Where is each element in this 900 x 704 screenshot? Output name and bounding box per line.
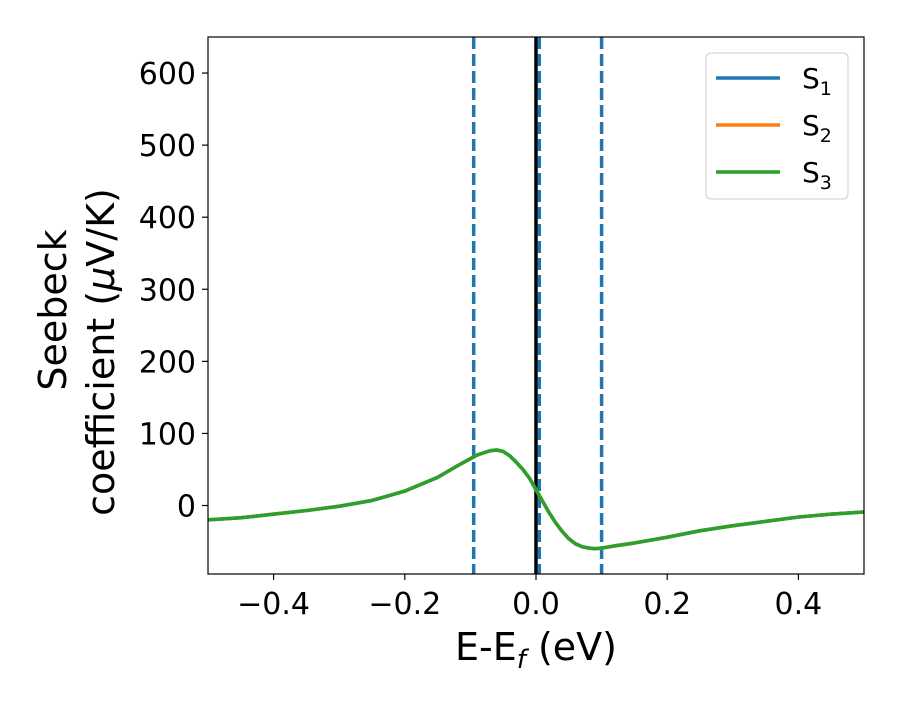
x-tick-label: 0.4 [775,587,823,622]
y-tick-label: 100 [139,417,196,452]
y-tick-label: 600 [139,57,196,92]
x-tick-label: 0.2 [643,587,691,622]
y-tick-label: 200 [139,345,196,380]
y-tick-label: 300 [139,273,196,308]
reference-lines [471,37,604,574]
legend-label-s2: S2 [802,109,832,147]
y-axis-label: Seebeck coefficient (μV/K) [31,188,123,516]
x-axis-label: E-Ef (eV) [455,625,617,675]
legend: S1 S2 S3 [705,52,849,200]
y-tick-label: 400 [139,201,196,236]
y-axis-label-line2: coefficient (μV/K) [79,188,123,516]
y-axis-label-line1: Seebeck [31,229,75,390]
y-tick-label: 500 [139,129,196,164]
x-tick-label: −0.2 [368,587,441,622]
y-axis-ticks: 0 100 200 300 400 500 600 [139,57,208,525]
x-axis-ticks: −0.4 −0.2 0.0 0.2 0.4 [237,574,822,622]
data-series [208,448,864,551]
legend-label-s1: S1 [802,62,832,100]
series-line-s3 [208,448,864,551]
x-tick-label: −0.4 [237,587,310,622]
y-tick-label: 0 [177,490,196,525]
legend-label-s3: S3 [802,156,832,194]
x-tick-label: 0.0 [512,587,560,622]
